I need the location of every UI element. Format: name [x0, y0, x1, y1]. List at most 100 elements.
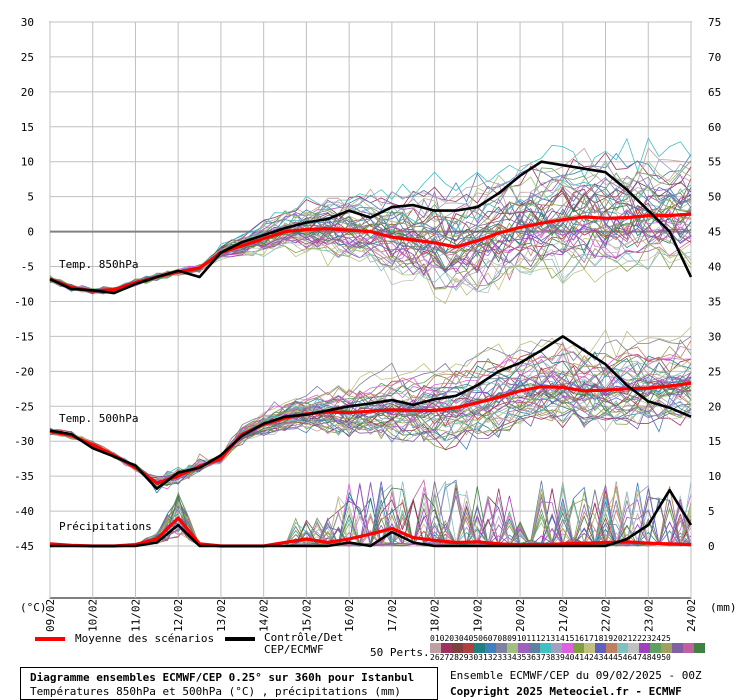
- control-line-precip: [50, 488, 693, 548]
- legend-pert-swatch: [474, 643, 485, 653]
- legend-pert-swatch: [595, 643, 606, 653]
- right-tick-label: 65: [708, 86, 721, 99]
- legend-perts-numbers-2: 2627282930313233343536373839404142434445…: [430, 653, 671, 662]
- left-tick-label: 5: [27, 191, 34, 204]
- right-tick-label: 75: [708, 16, 721, 29]
- legend-perts-label: 50 Perts.: [370, 646, 430, 659]
- right-axis-unit: (mm): [710, 601, 737, 614]
- x-tick-label: 12/02: [172, 599, 185, 632]
- x-tick-label: 20/02: [514, 599, 527, 632]
- left-tick-label: -10: [14, 295, 34, 308]
- x-tick-label: 16/02: [343, 599, 356, 632]
- right-tick-label: 20: [708, 400, 721, 413]
- pert-line-t500: [49, 400, 692, 483]
- x-tick-label: 10/02: [87, 599, 100, 632]
- left-axis-ticks: 30 25 20 15 10 5 0 -5 -10 -15 -20 -25 -30 -35 -40 -45: [14, 16, 34, 553]
- pert-line-t500: [49, 399, 692, 478]
- main-series-lines: [49, 160, 693, 548]
- legend-pert-swatch: [496, 643, 507, 653]
- right-tick-label: 10: [708, 470, 721, 483]
- legend-pert-swatch: [584, 643, 595, 653]
- legend-pert-swatch: [661, 643, 672, 653]
- plot-area: [49, 21, 692, 599]
- right-tick-label: 0: [708, 540, 715, 553]
- panel-label-precip: Précipitations: [59, 520, 152, 533]
- copyright-text: Copyright 2025 Meteociel.fr - ECMWF: [450, 685, 682, 698]
- left-tick-label: 10: [21, 156, 34, 169]
- left-tick-label: 25: [21, 51, 34, 64]
- mean-line-t500: [49, 381, 692, 485]
- left-tick-label: -35: [14, 470, 34, 483]
- legend-pert-swatch: [441, 643, 452, 653]
- panel-label-t850: Temp. 850hPa: [59, 258, 138, 271]
- right-tick-label: 25: [708, 365, 721, 378]
- left-tick-label: -45: [14, 540, 34, 553]
- right-tick-label: 50: [708, 191, 721, 204]
- legend-pert-swatch: [562, 643, 573, 653]
- x-axis-ticks: 09/02 10/02 11/02 12/02 13/02 14/02 15/02 16/02…: [44, 599, 698, 632]
- ensemble-run-info: Ensemble ECMWF/CEP du 09/02/2025 - 00Z: [450, 669, 702, 682]
- left-tick-label: -5: [21, 261, 34, 274]
- right-tick-label: 70: [708, 51, 721, 64]
- legend-control-swatch: [225, 637, 255, 641]
- x-tick-label: 22/02: [600, 599, 613, 632]
- legend-pert-swatch: [606, 643, 617, 653]
- x-tick-label: 09/02: [44, 599, 57, 632]
- right-tick-label: 55: [708, 156, 721, 169]
- pert-line-t850: [49, 179, 692, 294]
- legend-pert-swatch: [430, 643, 441, 653]
- legend-pert-swatch: [452, 643, 463, 653]
- footer-subtitle: Températures 850hPa et 500hPa (°C) , pré…: [30, 685, 401, 698]
- control-line-t500: [49, 335, 692, 491]
- left-tick-label: 20: [21, 86, 34, 99]
- left-tick-label: 15: [21, 121, 34, 134]
- footer-title: Diagramme ensembles ECMWF/CEP 0.25° sur …: [30, 671, 415, 684]
- right-tick-label: 5: [708, 505, 715, 518]
- legend-control-label: Contrôle/Det CEP/ECMWF: [264, 632, 343, 656]
- legend-mean-swatch: [35, 637, 65, 641]
- x-tick-label: 21/02: [557, 599, 570, 632]
- x-tick-label: 19/02: [471, 599, 484, 632]
- x-tick-label: 13/02: [215, 599, 228, 632]
- left-tick-label: -40: [14, 505, 34, 518]
- footer-title-box: Diagramme ensembles ECMWF/CEP 0.25° sur …: [20, 667, 438, 700]
- right-tick-label: 60: [708, 121, 721, 134]
- legend-pert-swatch: [507, 643, 518, 653]
- left-tick-label: -30: [14, 435, 34, 448]
- legend-pert-swatch: [463, 643, 474, 653]
- legend-pert-swatch: [617, 643, 628, 653]
- legend-pert-swatch: [694, 643, 705, 653]
- legend-pert-swatch: [540, 643, 551, 653]
- legend-control-label-1: Contrôle/Det: [264, 631, 344, 644]
- legend-pert-swatch: [683, 643, 694, 653]
- pert-line-t500: [49, 358, 692, 486]
- legend-pert-swatch: [639, 643, 650, 653]
- panel-label-t500: Temp. 500hPa: [59, 412, 138, 425]
- left-tick-label: -20: [14, 365, 34, 378]
- legend-pert-swatch: [573, 643, 584, 653]
- right-tick-label: 40: [708, 261, 721, 274]
- right-tick-label: 35: [708, 295, 721, 308]
- x-tick-label: 15/02: [300, 599, 313, 632]
- x-tick-label: 23/02: [642, 599, 655, 632]
- mean-line-precip: [49, 516, 692, 548]
- right-tick-label: 30: [708, 330, 721, 343]
- legend-pert-swatch: [485, 643, 496, 653]
- legend-perts-grid: 0102030405060708091011121314151617181920…: [430, 634, 706, 662]
- legend-control-label-2: CEP/ECMWF: [264, 643, 324, 656]
- legend-pert-swatch: [650, 643, 661, 653]
- x-tick-label: 17/02: [386, 599, 399, 632]
- legend-mean-label: Moyenne des scénarios: [75, 632, 215, 645]
- legend-perts-numbers-1: 0102030405060708091011121314151617181920…: [430, 634, 671, 643]
- right-tick-label: 15: [708, 435, 721, 448]
- right-tick-label: 45: [708, 226, 721, 239]
- x-tick-label: 18/02: [429, 599, 442, 632]
- left-tick-label: -15: [14, 330, 34, 343]
- legend-pert-swatch: [529, 643, 540, 653]
- x-tick-label: 24/02: [685, 599, 698, 632]
- pert-line-precip: [50, 493, 692, 547]
- legend-perts-swatches: [430, 643, 706, 653]
- left-axis-unit: (°C): [20, 601, 47, 614]
